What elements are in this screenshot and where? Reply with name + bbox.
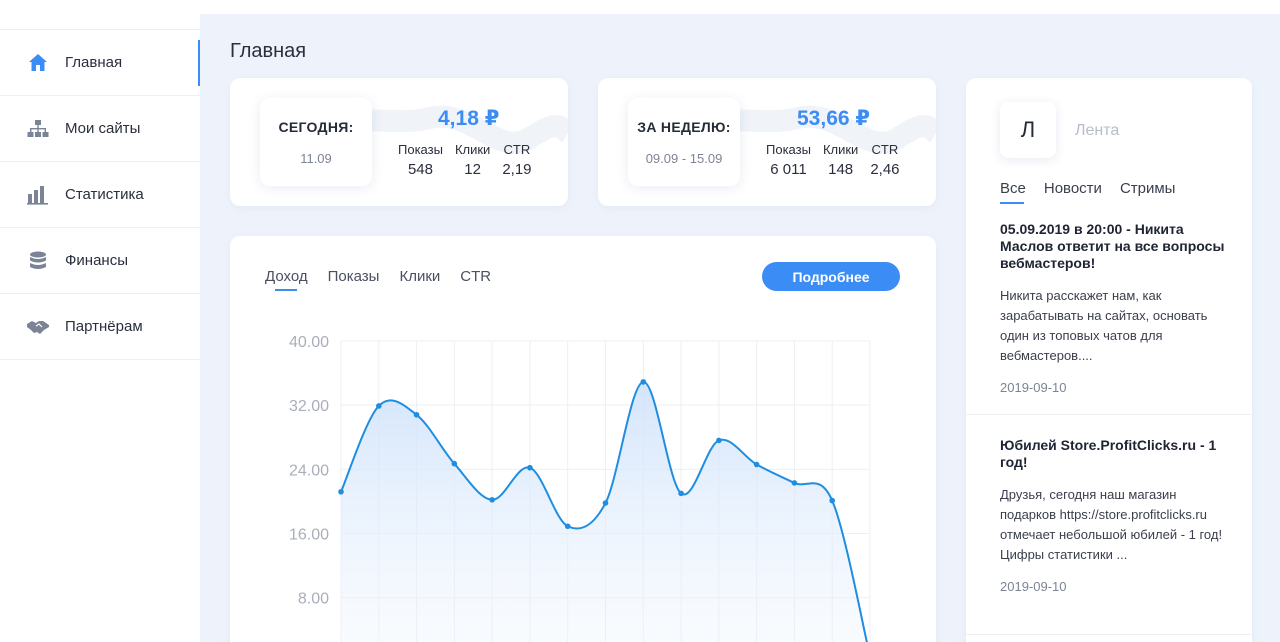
sidebar-item-partners[interactable]: Партнёрам — [0, 294, 200, 360]
feed-tab-all[interactable]: Все — [1000, 180, 1026, 197]
chart-data-point[interactable] — [565, 523, 571, 529]
chart-data-point[interactable] — [452, 461, 458, 467]
income-chart-card: 40.00 32.00 24.00 16.00 8.00 Доход Показы Кл… — [230, 236, 936, 642]
metric-value: 548 — [408, 161, 433, 178]
tab-income[interactable]: Доход — [265, 268, 308, 285]
feed-post-date: 2019-09-10 — [1000, 380, 1226, 395]
sidebar-item-statistics[interactable]: Статистика — [0, 162, 200, 228]
today-impressions: Показы 548 — [398, 142, 443, 178]
chart-tabs: Доход Показы Клики CTR — [265, 268, 511, 285]
sidebar-item-label: Финансы — [65, 252, 128, 269]
chart-data-point[interactable] — [414, 412, 420, 418]
week-stats-card: ЗА НЕДЕЛЮ: 09.09 - 15.09 53,66 ₽ Показы … — [598, 78, 936, 206]
chart-data-point[interactable] — [603, 500, 609, 506]
sidebar-item-label: Мои сайты — [65, 120, 140, 137]
today-ctr: CTR 2,19 — [502, 142, 531, 178]
database-icon — [27, 250, 49, 272]
feed-post-title[interactable]: Юбилей Store.ProfitClicks.ru - 1 год! — [1000, 437, 1226, 471]
metric-label: Клики — [823, 142, 858, 157]
bar-chart-icon — [27, 184, 49, 206]
post-divider — [966, 414, 1252, 415]
feed-title: Лента — [1075, 122, 1119, 140]
metric-value: 12 — [464, 161, 481, 178]
week-impressions: Показы 6 011 — [766, 142, 811, 178]
today-amount: 4,18 ₽ — [438, 106, 499, 131]
chart-data-point[interactable] — [716, 438, 722, 444]
week-clicks: Клики 148 — [823, 142, 858, 178]
tab-impressions[interactable]: Показы — [328, 268, 380, 285]
handshake-icon — [27, 316, 49, 338]
metric-value: 6 011 — [770, 161, 806, 178]
y-tick-label: 32.00 — [289, 398, 329, 415]
today-date: 11.09 — [300, 151, 332, 166]
week-label: ЗА НЕДЕЛЮ: — [637, 119, 730, 135]
metric-value: 2,19 — [502, 161, 531, 178]
metric-label: Клики — [455, 142, 490, 157]
feed-post-body: Друзья, сегодня наш магазин подарков htt… — [1000, 485, 1226, 565]
sidebar-item-label: Статистика — [65, 186, 144, 203]
metric-value: 2,46 — [870, 161, 899, 178]
feed-post-title[interactable]: 05.09.2019 в 20:00 - Никита Маслов ответ… — [1000, 221, 1226, 272]
chart-data-point[interactable] — [640, 379, 646, 385]
chart-data-point[interactable] — [527, 465, 533, 471]
sidebar: Главная Мои сайты Статистика Финансы Пар… — [0, 0, 200, 642]
metric-label: CTR — [504, 142, 531, 157]
sidebar-item-label: Партнёрам — [65, 318, 143, 335]
feed-post-date: 2019-09-10 — [1000, 579, 1226, 594]
today-label-box: СЕГОДНЯ: 11.09 — [260, 98, 372, 186]
metric-label: Показы — [766, 142, 811, 157]
feed-card: Л Лента Все Новости Стримы 05.09.2019 в … — [966, 78, 1252, 642]
sidebar-item-label: Главная — [65, 54, 122, 71]
feed-tab-news[interactable]: Новости — [1044, 180, 1102, 197]
sidebar-item-my-sites[interactable]: Мои сайты — [0, 96, 200, 162]
chart-data-point[interactable] — [678, 491, 684, 497]
feed-post[interactable]: 05.09.2019 в 20:00 - Никита Маслов ответ… — [1000, 221, 1226, 395]
week-metrics: Показы 6 011 Клики 148 CTR 2,46 — [766, 142, 912, 178]
metric-label: CTR — [872, 142, 899, 157]
y-tick-label: 40.00 — [289, 334, 329, 351]
post-divider — [966, 634, 1252, 635]
page-title: Главная — [230, 40, 306, 63]
feed-post[interactable]: Юбилей Store.ProfitClicks.ru - 1 год! Др… — [1000, 437, 1226, 594]
top-bar — [200, 0, 1280, 14]
home-icon — [27, 52, 49, 74]
week-amount: 53,66 ₽ — [797, 106, 870, 131]
week-date-range: 09.09 - 15.09 — [646, 151, 723, 166]
chart-data-point[interactable] — [792, 480, 798, 486]
sidebar-item-finance[interactable]: Финансы — [0, 228, 200, 294]
y-tick-label: 16.00 — [289, 526, 329, 543]
chart-data-point[interactable] — [829, 498, 835, 504]
more-details-button[interactable]: Подробнее — [762, 262, 900, 291]
today-stats-card: СЕГОДНЯ: 11.09 4,18 ₽ Показы 548 Клики 1… — [230, 78, 568, 206]
sitemap-icon — [27, 118, 49, 140]
sidebar-item-home[interactable]: Главная — [0, 30, 200, 96]
income-chart: 40.00 32.00 24.00 16.00 8.00 — [230, 236, 936, 642]
chart-data-point[interactable] — [489, 497, 495, 503]
week-label-box: ЗА НЕДЕЛЮ: 09.09 - 15.09 — [628, 98, 740, 186]
feed-tabs: Все Новости Стримы — [1000, 180, 1193, 197]
today-clicks: Клики 12 — [455, 142, 490, 178]
metric-value: 148 — [828, 161, 853, 178]
tab-clicks[interactable]: Клики — [399, 268, 440, 285]
tab-ctr[interactable]: CTR — [460, 268, 491, 285]
metric-label: Показы — [398, 142, 443, 157]
chart-data-point[interactable] — [376, 403, 382, 409]
sidebar-top-gap — [0, 0, 200, 30]
chart-data-point[interactable] — [754, 462, 760, 468]
feed-post-body: Никита расскажет нам, как зарабатывать н… — [1000, 286, 1226, 366]
feed-avatar: Л — [1000, 102, 1056, 158]
today-metrics: Показы 548 Клики 12 CTR 2,19 — [398, 142, 544, 178]
y-tick-label: 8.00 — [298, 591, 329, 608]
week-ctr: CTR 2,46 — [870, 142, 899, 178]
today-label: СЕГОДНЯ: — [278, 119, 353, 135]
chart-data-point[interactable] — [338, 489, 344, 495]
feed-tab-streams[interactable]: Стримы — [1120, 180, 1176, 197]
y-tick-label: 24.00 — [289, 462, 329, 479]
